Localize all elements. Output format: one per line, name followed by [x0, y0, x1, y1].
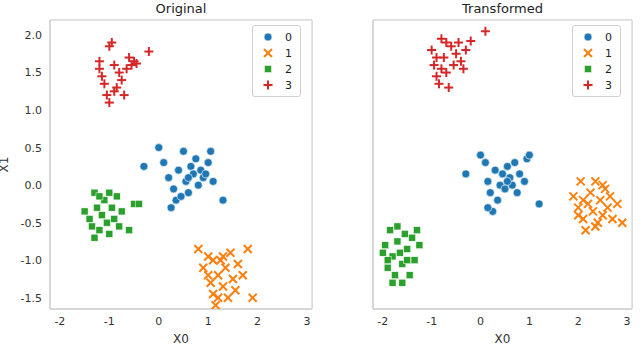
svg-text:3: 3	[304, 315, 311, 328]
svg-text:2: 2	[575, 315, 582, 328]
html-text:0: 0	[285, 30, 292, 44]
svg-text:1.5: 1.5	[25, 66, 43, 79]
html-text:2: 2	[285, 62, 292, 76]
svg-text:X1: X1	[8, 157, 11, 173]
svg-text:1: 1	[205, 315, 212, 328]
svg-text:2: 2	[254, 315, 261, 328]
svg-text:3: 3	[624, 315, 631, 328]
svg-text:0: 0	[155, 315, 162, 328]
svg-text:X0: X0	[495, 332, 511, 345]
svg-text:1: 1	[526, 315, 533, 328]
html-text:0: 0	[605, 30, 612, 44]
html-text:2: 2	[605, 62, 612, 76]
svg-text:-1.0: -1.0	[21, 254, 42, 267]
html-text:3: 3	[605, 78, 612, 92]
svg-text:-2: -2	[54, 315, 65, 328]
svg-text:-0.5: -0.5	[21, 217, 42, 230]
html-text:3: 3	[285, 78, 292, 92]
svg-text:1.0: 1.0	[25, 104, 43, 117]
svg-text:-1.5: -1.5	[21, 292, 42, 305]
svg-text:0: 0	[477, 315, 484, 328]
svg-text:2.0: 2.0	[25, 29, 43, 42]
svg-text:X0: X0	[173, 332, 189, 345]
svg-text:0.0: 0.0	[25, 179, 43, 192]
svg-text:0.5: 0.5	[25, 142, 43, 155]
svg-text:-2: -2	[377, 315, 388, 328]
svg-text:-1: -1	[104, 315, 115, 328]
html-text:Original: Original	[155, 1, 207, 16]
html-text:1: 1	[605, 46, 612, 60]
svg-text:-1: -1	[426, 315, 437, 328]
html-text:1: 1	[285, 46, 292, 60]
html-text:Transformed: Transformed	[462, 1, 543, 16]
